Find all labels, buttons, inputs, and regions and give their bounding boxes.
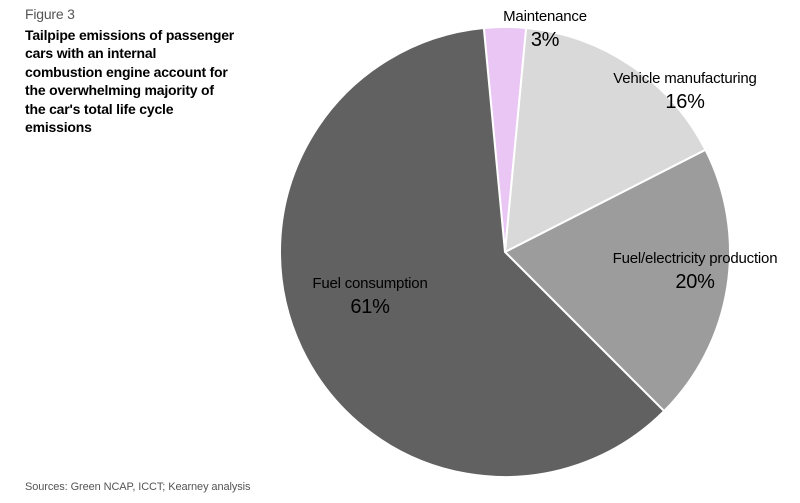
slice-label: Fuel consumption 61% [285, 275, 455, 319]
slice-label-name: Vehicle manufacturing [595, 70, 775, 89]
slice-label: Maintenance 3% [485, 8, 605, 52]
sources-text: Sources: Green NCAP, ICCT; Kearney analy… [25, 481, 250, 493]
slice-label-name: Maintenance [485, 8, 605, 27]
slice-label-percent: 3% [485, 29, 605, 52]
figure-label: Figure 3 [25, 6, 75, 22]
slice-label-name: Fuel consumption [285, 275, 455, 294]
slice-label: Vehicle manufacturing 16% [595, 70, 775, 114]
chart-title: Tailpipe emissions of passenger cars wit… [25, 26, 235, 137]
slice-label-percent: 61% [285, 296, 455, 319]
slice-label-name: Fuel/electricity production [600, 250, 790, 269]
slice-label: Fuel/electricity production 20% [600, 250, 790, 294]
slice-label-percent: 20% [600, 271, 790, 294]
slice-label-percent: 16% [595, 91, 775, 114]
